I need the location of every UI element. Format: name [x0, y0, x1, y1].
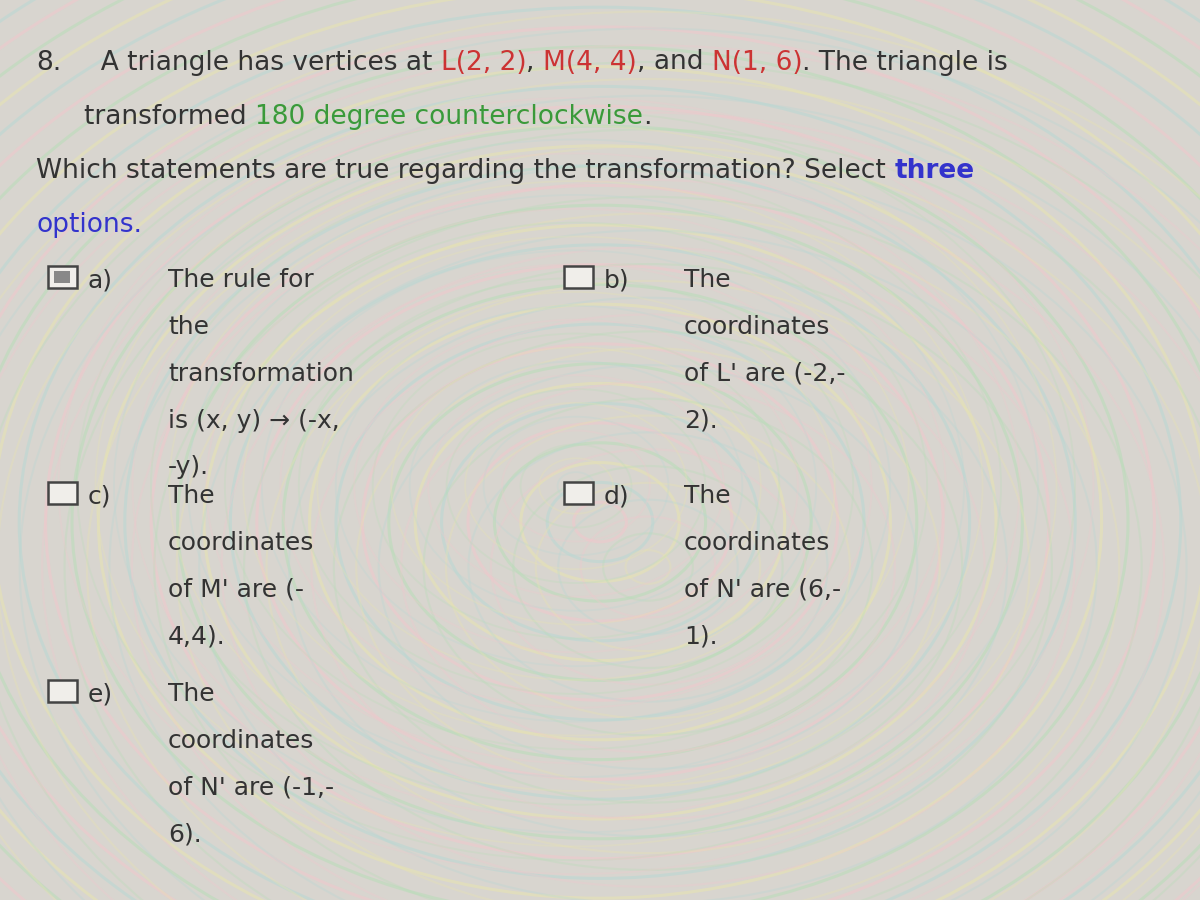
Text: transformed: transformed	[84, 104, 256, 130]
Text: b): b)	[604, 268, 629, 292]
Text: e): e)	[88, 682, 113, 707]
Bar	[48, 680, 77, 702]
Text: The: The	[684, 268, 731, 292]
Text: coordinates: coordinates	[684, 531, 830, 555]
Text: 180 degree counterclockwise: 180 degree counterclockwise	[256, 104, 643, 130]
Text: c): c)	[88, 484, 112, 508]
Text: The: The	[168, 484, 215, 508]
Text: -y).: -y).	[168, 455, 209, 480]
Text: . The triangle is: . The triangle is	[803, 50, 1008, 76]
Text: 2).: 2).	[684, 409, 718, 433]
Text: transformation: transformation	[168, 362, 354, 386]
Text: of M' are (-: of M' are (-	[168, 578, 304, 602]
Text: a): a)	[88, 268, 113, 292]
Text: ,: ,	[527, 50, 544, 76]
Text: coordinates: coordinates	[168, 531, 314, 555]
Text: The rule for: The rule for	[168, 268, 313, 292]
Text: 4,4).: 4,4).	[168, 625, 226, 649]
Text: .: .	[643, 104, 652, 130]
Text: coordinates: coordinates	[684, 315, 830, 339]
Text: M(4, 4): M(4, 4)	[544, 50, 637, 76]
Text: N(1, 6): N(1, 6)	[712, 50, 803, 76]
Text: The: The	[168, 682, 215, 707]
Text: of N' are (-1,-: of N' are (-1,-	[168, 776, 334, 800]
Bar	[54, 271, 71, 284]
Text: The: The	[684, 484, 731, 508]
Text: 8.: 8.	[36, 50, 61, 76]
Text: of L' are (-2,-: of L' are (-2,-	[684, 362, 846, 386]
Text: L(2, 2): L(2, 2)	[440, 50, 527, 76]
Text: is (x, y) → (-x,: is (x, y) → (-x,	[168, 409, 340, 433]
Text: the: the	[168, 315, 209, 339]
Text: options.: options.	[36, 212, 142, 238]
Bar	[48, 482, 77, 504]
Bar	[564, 266, 593, 288]
Text: 6).: 6).	[168, 823, 202, 847]
Text: 1).: 1).	[684, 625, 718, 649]
Text: d): d)	[604, 484, 629, 508]
Bar	[564, 482, 593, 504]
Bar	[48, 266, 77, 288]
Text: A triangle has vertices at: A triangle has vertices at	[84, 50, 440, 76]
Text: , and: , and	[637, 50, 712, 76]
Text: coordinates: coordinates	[168, 729, 314, 753]
Text: three: three	[894, 158, 974, 184]
Text: Which statements are true regarding the transformation? Select: Which statements are true regarding the …	[36, 158, 894, 184]
Text: of N' are (6,-: of N' are (6,-	[684, 578, 841, 602]
